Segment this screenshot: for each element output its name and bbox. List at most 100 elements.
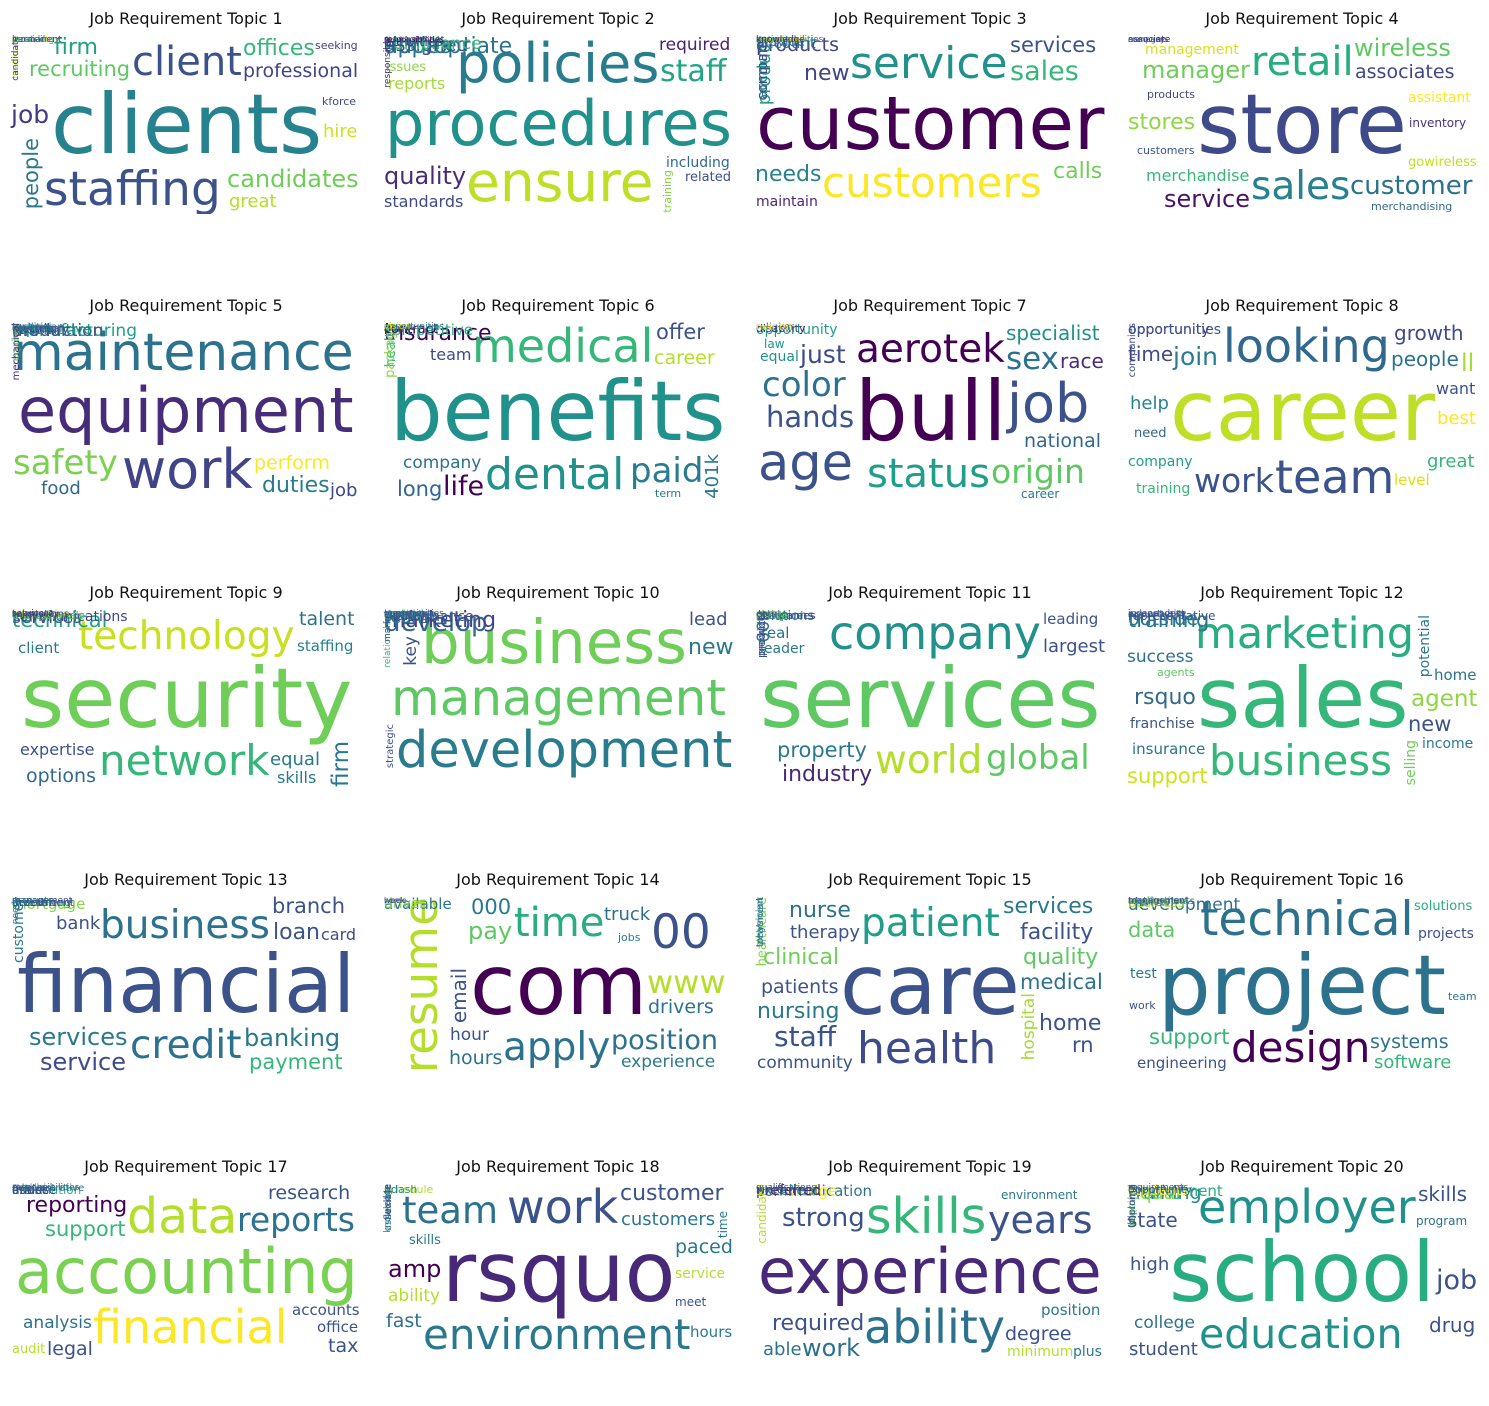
cloud-word: repair xyxy=(12,322,54,338)
cloud-word: analysis xyxy=(23,1313,92,1333)
cloud-word: sex xyxy=(1006,341,1060,377)
cloud-word: time xyxy=(716,1211,730,1239)
panel-title: Job Requirement Topic 12 xyxy=(1200,583,1404,602)
cloud-word: work xyxy=(802,1334,861,1362)
cloud-word: maintenance xyxy=(13,323,354,383)
cloud-word: provide xyxy=(756,35,805,50)
cloud-word: branch xyxy=(272,895,345,918)
cloud-word: clinical xyxy=(763,945,840,970)
cloud-word: state xyxy=(1127,1208,1178,1232)
cloud-word: estate xyxy=(756,609,788,620)
cloud-word: safety xyxy=(13,443,118,483)
cloud-word: skills xyxy=(866,1188,987,1245)
cloud-word: services xyxy=(12,608,82,628)
cloud-word: national xyxy=(1024,430,1102,452)
cloud-word: week xyxy=(384,896,406,905)
cloud-word: perform xyxy=(254,452,330,474)
cloud-word: program xyxy=(1416,1214,1468,1228)
cloud-word: associates xyxy=(1355,61,1455,83)
cloud-word: career xyxy=(1021,487,1060,501)
panel-title: Job Requirement Topic 11 xyxy=(828,583,1032,602)
cloud-word: assigned xyxy=(756,35,797,45)
cloud-word: paced xyxy=(675,1236,733,1258)
cloud-word: provide xyxy=(384,609,422,620)
cloud-word: information xyxy=(12,1183,82,1197)
cloud-word: staff xyxy=(774,1020,837,1053)
cloud-word: states xyxy=(756,609,787,620)
cloud-word: com xyxy=(756,609,778,620)
cloud-word: ensure xyxy=(466,150,654,214)
cloud-word: college xyxy=(1134,1313,1195,1333)
cloud-word: service xyxy=(12,609,45,619)
cloud-word: people xyxy=(19,138,43,210)
word-cloud: clients client staffing candidates recruitin… xyxy=(10,34,362,214)
cloud-word: solutions xyxy=(756,609,815,624)
cloud-word: bank xyxy=(56,913,101,934)
cloud-word: strategies xyxy=(384,609,429,619)
cloud-word: work xyxy=(1129,999,1156,1012)
cloud-word: needs xyxy=(755,162,822,187)
cloud-word: team xyxy=(1448,990,1477,1003)
cloud-word: software xyxy=(1374,1052,1452,1073)
cloud-word: join xyxy=(1173,342,1219,371)
cloud-word: business xyxy=(1209,736,1393,785)
cloud-word: skills xyxy=(1418,1182,1468,1206)
cloud-word: service xyxy=(1164,185,1250,213)
cloud-word: professional xyxy=(12,609,79,622)
cloud-word: company xyxy=(1128,454,1193,470)
cloud-word: medical xyxy=(1020,970,1103,994)
cloud-word: card xyxy=(321,925,357,944)
cloud-word: equal xyxy=(270,749,320,770)
word-cloud: project design technical development support… xyxy=(1126,895,1478,1075)
cloud-word: agent xyxy=(1411,686,1478,712)
cloud-word: preferred xyxy=(756,1183,821,1199)
cloud-word: performance xyxy=(384,609,474,625)
word-cloud: care patient health medical patients nursing c… xyxy=(754,895,1106,1075)
cloud-word: maintain xyxy=(756,194,818,210)
cloud-word: manager xyxy=(384,609,425,619)
cloud-word: therapy xyxy=(790,922,861,943)
cloud-word: communications xyxy=(12,609,128,625)
cloud-word: treatment xyxy=(755,897,766,948)
cloud-word: accounts xyxy=(12,896,53,906)
topic-panel: Job Requirement Topic 17 accounting financ… xyxy=(10,1156,362,1406)
cloud-word: services xyxy=(29,1023,128,1051)
cloud-word: schedule xyxy=(384,1183,434,1196)
cloud-word: education xyxy=(1199,1310,1403,1358)
panel-title: Job Requirement Topic 4 xyxy=(1205,9,1399,28)
cloud-word: candidates xyxy=(227,165,359,193)
cloud-word: fast xyxy=(386,1310,422,1332)
cloud-word: companies xyxy=(756,609,816,622)
word-cloud: security technology network technical servic… xyxy=(10,608,362,788)
cloud-word: global xyxy=(986,738,1090,778)
cloud-word: want xyxy=(1436,379,1476,398)
word-cloud: experience skills ability years required comm… xyxy=(754,1182,1106,1362)
cloud-word: quality xyxy=(12,322,47,333)
cloud-word: manager xyxy=(12,896,53,906)
panel-title: Job Requirement Topic 10 xyxy=(456,583,660,602)
cloud-word: customer xyxy=(1350,171,1473,201)
cloud-word: employer xyxy=(1198,1182,1416,1234)
cloud-word: customers xyxy=(756,609,814,622)
cloud-word: hospital xyxy=(1019,993,1039,1061)
cloud-word: issues xyxy=(386,60,427,75)
cloud-word: outside xyxy=(1128,608,1199,630)
cloud-word: related xyxy=(685,170,731,185)
cloud-word: responsible xyxy=(756,35,808,45)
cloud-word: property xyxy=(777,738,867,762)
cloud-word: support xyxy=(45,1217,126,1241)
cloud-word: company xyxy=(403,453,482,473)
cloud-word: hour xyxy=(450,1025,489,1045)
cloud-word: services xyxy=(760,650,1101,747)
cloud-word: long xyxy=(397,477,443,501)
cloud-word: recruiting xyxy=(29,57,131,81)
cloud-word: written xyxy=(756,1183,795,1196)
cloud-word: legal xyxy=(47,1338,93,1360)
cloud-word: data xyxy=(127,1188,238,1245)
cloud-word: team xyxy=(384,608,429,628)
cloud-word: meet xyxy=(675,1295,707,1309)
cloud-word: development xyxy=(1128,895,1241,915)
cloud-word: support xyxy=(1127,764,1208,788)
cloud-word: network xyxy=(99,736,270,785)
cloud-word: environment xyxy=(1001,1188,1078,1202)
